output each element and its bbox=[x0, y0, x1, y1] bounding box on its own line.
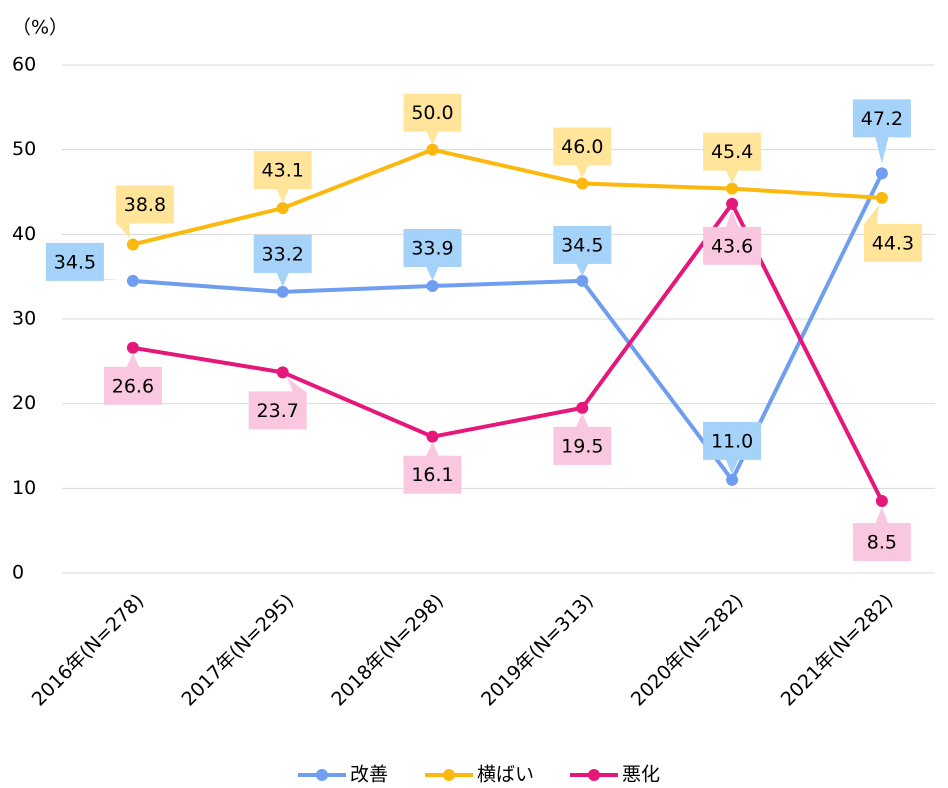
data-label: 44.3 bbox=[872, 232, 914, 254]
point bbox=[426, 279, 439, 292]
data-label: 11.0 bbox=[711, 430, 753, 452]
label-pointer bbox=[287, 377, 308, 394]
label-pointer bbox=[874, 135, 889, 164]
x-tick-label: 2018年(N=298) bbox=[327, 590, 448, 711]
point bbox=[426, 430, 439, 443]
data-label: 43.6 bbox=[711, 235, 753, 257]
legend-label: 悪化 bbox=[622, 764, 660, 786]
label-box bbox=[253, 234, 312, 273]
label-pointer bbox=[425, 441, 440, 458]
data-label: 34.5 bbox=[561, 234, 603, 256]
label-box bbox=[553, 225, 612, 264]
legend-label: 横ばい bbox=[477, 764, 534, 786]
point bbox=[875, 167, 888, 180]
point bbox=[875, 495, 888, 508]
data-label: 19.5 bbox=[561, 435, 603, 457]
point bbox=[576, 401, 589, 414]
label-box bbox=[248, 391, 307, 430]
point bbox=[426, 143, 439, 156]
data-label: 34.5 bbox=[54, 251, 96, 273]
legend-label: 改善 bbox=[350, 764, 388, 786]
label-box bbox=[863, 223, 922, 262]
label-box bbox=[553, 426, 612, 465]
point bbox=[576, 274, 589, 287]
series-line bbox=[132, 147, 883, 247]
y-tick-label: 60 bbox=[12, 54, 36, 76]
point bbox=[576, 177, 589, 190]
series-line bbox=[132, 172, 884, 482]
label-pointer bbox=[425, 264, 440, 281]
label-pointer bbox=[275, 270, 290, 287]
label-pointer bbox=[275, 187, 290, 203]
label-box bbox=[103, 366, 162, 405]
y-tick-label: 20 bbox=[12, 392, 36, 414]
point bbox=[126, 238, 139, 251]
label-box bbox=[253, 151, 312, 190]
label-box bbox=[703, 132, 762, 171]
data-label: 50.0 bbox=[411, 102, 453, 124]
data-label: 38.8 bbox=[124, 194, 166, 216]
label-box bbox=[403, 228, 462, 267]
legend-marker bbox=[443, 769, 455, 781]
data-label: 33.9 bbox=[411, 237, 453, 259]
label-box bbox=[115, 185, 174, 224]
label-pointer bbox=[725, 457, 740, 475]
label-box bbox=[852, 523, 911, 562]
y-tick-label: 50 bbox=[12, 138, 36, 160]
x-tick-label: 2017年(N=295) bbox=[178, 590, 299, 711]
label-box bbox=[852, 99, 911, 138]
point bbox=[276, 202, 289, 215]
data-label: 16.1 bbox=[411, 464, 453, 486]
x-tick-label: 2019年(N=313) bbox=[477, 590, 598, 711]
y-tick-label: 40 bbox=[12, 223, 36, 245]
data-label: 47.2 bbox=[861, 108, 903, 130]
y-axis-label: （%） bbox=[12, 17, 68, 39]
label-box bbox=[403, 93, 462, 132]
label-pointer bbox=[575, 413, 590, 429]
label-box bbox=[45, 242, 104, 281]
label-box bbox=[703, 226, 762, 265]
label-pointer bbox=[575, 261, 590, 277]
data-label: 8.5 bbox=[867, 532, 897, 554]
label-pointer bbox=[725, 210, 740, 229]
point bbox=[726, 182, 739, 195]
x-tick-label: 2020年(N=282) bbox=[627, 590, 748, 711]
data-label: 45.4 bbox=[711, 141, 753, 163]
label-pointer bbox=[725, 168, 740, 184]
point bbox=[276, 366, 289, 379]
data-label: 46.0 bbox=[561, 136, 603, 158]
point bbox=[875, 191, 888, 204]
x-tick-label: 2021年(N=282) bbox=[777, 590, 898, 711]
legend-marker bbox=[316, 769, 328, 781]
label-pointer bbox=[125, 353, 140, 369]
point bbox=[726, 197, 739, 210]
data-label: 33.2 bbox=[262, 243, 304, 265]
series-line bbox=[132, 201, 884, 502]
label-pointer bbox=[862, 204, 879, 226]
point bbox=[276, 285, 289, 298]
y-tick-label: 30 bbox=[12, 308, 36, 330]
label-pointer bbox=[874, 507, 889, 526]
label-pointer bbox=[114, 221, 131, 239]
label-box bbox=[703, 421, 762, 460]
legend-marker bbox=[588, 769, 600, 781]
data-label: 23.7 bbox=[257, 400, 299, 422]
y-tick-label: 10 bbox=[12, 477, 36, 499]
point bbox=[726, 473, 739, 486]
y-tick-label: 0 bbox=[12, 562, 24, 584]
label-box bbox=[403, 455, 462, 494]
label-box bbox=[553, 127, 612, 166]
data-label: 43.1 bbox=[262, 160, 304, 182]
point bbox=[126, 341, 139, 354]
label-pointer bbox=[575, 163, 590, 179]
label-pointer bbox=[425, 129, 440, 145]
point bbox=[126, 274, 139, 287]
x-tick-label: 2016年(N=278) bbox=[28, 590, 149, 711]
data-label: 26.6 bbox=[112, 375, 154, 397]
